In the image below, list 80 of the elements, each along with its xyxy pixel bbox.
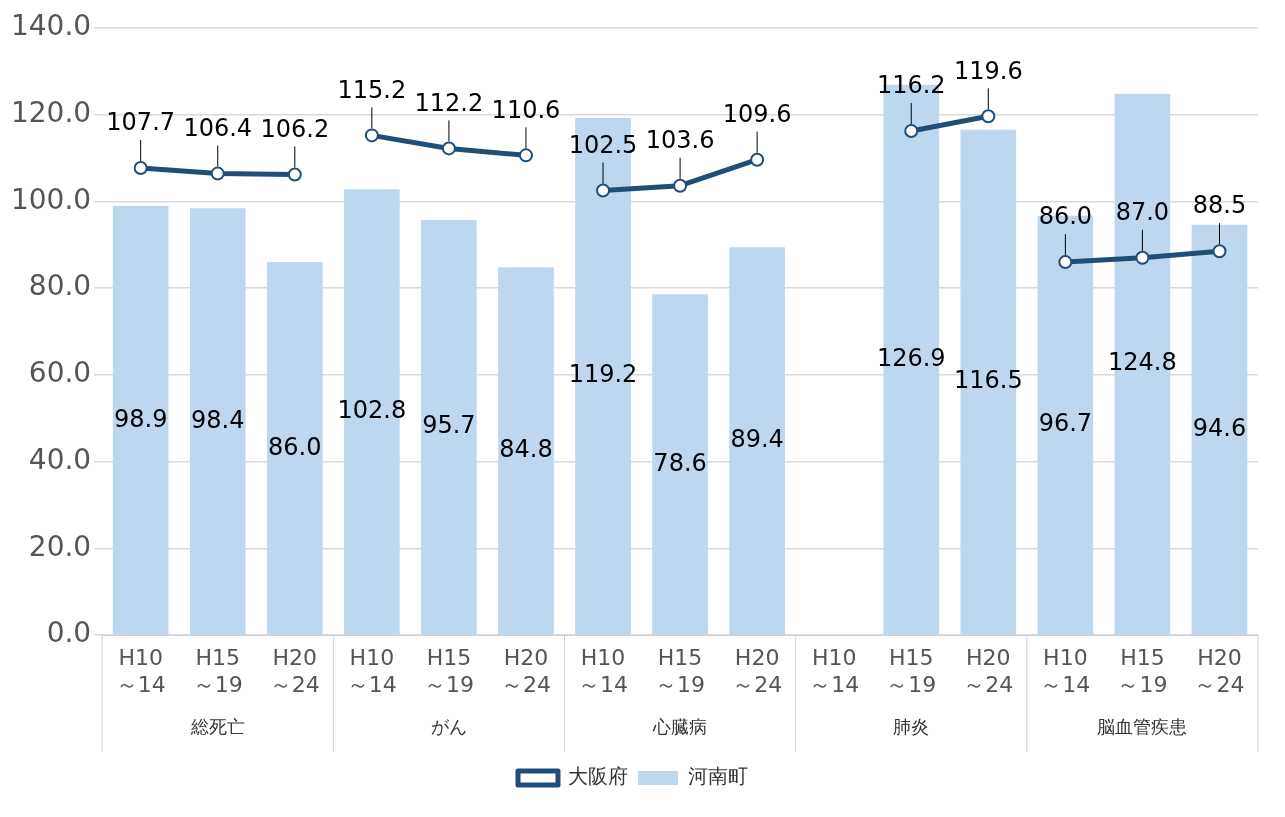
y-tick-label: 120.0: [10, 95, 92, 129]
bar: [1191, 224, 1248, 635]
point: [441, 141, 456, 156]
x-tick-label: H15～19: [192, 645, 243, 697]
data-label: 86.0: [1038, 202, 1093, 231]
x-tick-label: H15～19: [423, 645, 474, 697]
point: [1135, 250, 1150, 265]
text: 肺炎: [893, 715, 930, 737]
data-label: 106.2: [260, 114, 330, 143]
y-tick-label: 0.0: [46, 616, 92, 650]
point: [133, 160, 148, 175]
text: 総死亡: [189, 715, 245, 737]
data-label: 94.6: [1192, 413, 1247, 442]
data-label: 89.4: [730, 425, 784, 454]
bar: [266, 262, 323, 635]
text: 心臓病: [652, 715, 708, 737]
data-label: 98.9: [113, 404, 168, 433]
bar: [112, 206, 169, 635]
text: がん: [430, 715, 467, 737]
x-tick-label: H10～14: [1040, 645, 1091, 697]
y-tick-label: 20.0: [28, 529, 92, 563]
data-label: 109.6: [722, 99, 792, 128]
legend-label: 河南町: [688, 764, 748, 789]
data-label: 119.2: [568, 360, 638, 389]
point: [364, 128, 379, 143]
data-label: 87.0: [1115, 197, 1170, 226]
y-tick-label: 140.0: [10, 9, 92, 43]
data-label: 88.5: [1192, 191, 1247, 220]
bar: [652, 294, 708, 635]
point: [596, 183, 611, 198]
x-tick-label: H15～19: [655, 645, 706, 697]
y-tick-label: 40.0: [28, 442, 92, 476]
data-label: 102.8: [337, 396, 407, 425]
point: [518, 148, 533, 163]
x-tick-label: H20～24: [269, 645, 320, 697]
data-label: 78.6: [653, 448, 707, 477]
point: [287, 167, 302, 182]
x-tick-label: H20～24: [1194, 645, 1245, 697]
x-tick-label: H10～14: [115, 645, 166, 697]
x-tick-label: H10～14: [809, 645, 860, 697]
y-tick-label: 60.0: [28, 356, 92, 390]
data-label: 106.4: [183, 113, 253, 142]
data-label: 116.5: [953, 366, 1023, 395]
bar: [189, 208, 246, 635]
data-label: 96.7: [1038, 409, 1093, 438]
x-tick-label: H15～19: [886, 645, 937, 697]
data-label: 119.6: [953, 56, 1023, 85]
point: [673, 178, 688, 193]
point: [1058, 255, 1073, 270]
point: [1212, 244, 1227, 259]
data-label: 102.5: [568, 130, 638, 159]
data-label: 86.0: [268, 432, 322, 461]
data-label: 124.8: [1108, 348, 1177, 377]
text: 脳血管疾患: [1097, 715, 1188, 737]
x-tick-label: H20～24: [732, 645, 783, 697]
data-label: 98.4: [191, 405, 245, 434]
x-tick-label: H20～24: [963, 645, 1014, 697]
legend-label: 大阪府: [568, 764, 628, 789]
point: [981, 109, 996, 124]
bar: [729, 247, 785, 635]
x-tick-label: H10～14: [346, 645, 397, 697]
point: [904, 124, 919, 139]
data-label: 115.2: [337, 75, 407, 104]
data-label: 126.9: [876, 343, 946, 372]
bar: [421, 220, 477, 635]
data-label: 116.2: [876, 71, 946, 100]
data-label: 95.7: [422, 411, 476, 440]
point: [210, 166, 225, 181]
data-label: 110.6: [491, 95, 561, 124]
x-tick-label: H20～24: [500, 645, 551, 697]
y-tick-label: 100.0: [10, 182, 92, 216]
data-label: 107.7: [106, 108, 176, 137]
bar: [498, 267, 554, 635]
data-label: 103.6: [645, 125, 715, 154]
y-tick-label: 80.0: [28, 269, 92, 303]
x-tick-label: H10～14: [578, 645, 629, 697]
data-label: 112.2: [414, 88, 484, 117]
x-tick-label: H15～19: [1117, 645, 1168, 697]
point: [750, 152, 765, 167]
data-label: 84.8: [499, 435, 553, 464]
